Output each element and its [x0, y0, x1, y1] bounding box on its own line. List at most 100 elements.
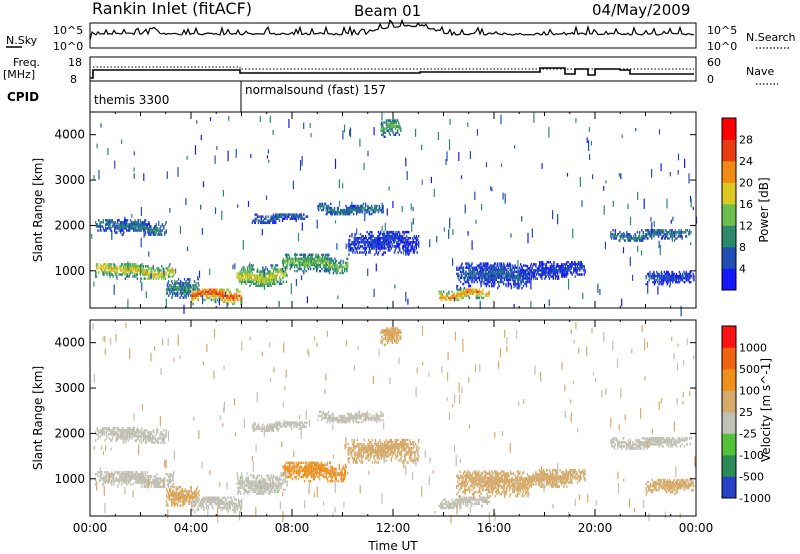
noise-cell — [272, 129, 274, 135]
data-cell — [153, 229, 155, 232]
noise-cell — [158, 220, 160, 227]
data-cell — [303, 261, 306, 265]
data-cell — [165, 267, 167, 270]
data-cell — [126, 479, 128, 482]
data-cell — [122, 471, 124, 474]
data-cell — [175, 282, 177, 285]
data-cell — [288, 213, 290, 216]
data-cell — [97, 265, 99, 268]
data-cell — [152, 265, 154, 268]
data-cell — [357, 245, 359, 248]
data-cell — [227, 294, 229, 298]
data-cell — [646, 237, 648, 240]
data-cell — [388, 123, 391, 126]
data-cell — [96, 429, 98, 432]
data-cell — [154, 273, 157, 276]
data-cell — [663, 231, 665, 234]
data-cell — [415, 235, 418, 238]
data-cell — [158, 269, 161, 272]
data-cell — [662, 283, 664, 286]
noise-cell — [373, 127, 375, 136]
data-cell — [157, 441, 159, 444]
data-cell — [460, 276, 463, 280]
noise-cell — [684, 158, 686, 168]
data-cell — [327, 267, 329, 271]
noise-cell — [460, 175, 463, 179]
data-cell — [272, 268, 275, 271]
data-cell — [107, 221, 110, 224]
data-cell — [523, 276, 525, 280]
data-cell — [672, 276, 675, 280]
data-cell — [302, 269, 304, 273]
data-cell — [263, 219, 265, 222]
data-cell — [104, 223, 107, 226]
noise-cell — [341, 269, 343, 274]
data-cell — [365, 210, 368, 214]
data-cell — [238, 294, 240, 298]
data-cell — [382, 131, 384, 134]
data-cell — [563, 267, 565, 270]
data-cell — [203, 292, 206, 296]
data-cell — [346, 208, 349, 212]
data-cell — [123, 269, 125, 272]
data-cell — [298, 267, 300, 271]
data-cell — [112, 225, 114, 228]
noise-cell — [232, 264, 234, 270]
noise-cell — [448, 229, 450, 239]
data-cell — [442, 294, 444, 298]
data-cell — [368, 245, 370, 248]
data-cell — [613, 233, 615, 236]
data-cell — [370, 208, 372, 212]
data-cell — [343, 212, 346, 216]
data-cell — [482, 264, 484, 267]
data-cell — [523, 269, 526, 272]
data-cell — [669, 274, 671, 278]
data-cell — [172, 275, 174, 278]
data-cell — [107, 471, 109, 474]
data-cell — [333, 267, 335, 271]
data-cell — [369, 230, 371, 234]
data-cell — [488, 274, 491, 278]
data-cell — [450, 296, 452, 300]
data-cell — [520, 269, 522, 272]
data-cell — [494, 264, 496, 267]
data-cell — [109, 267, 111, 270]
data-cell — [491, 284, 494, 288]
data-cell — [253, 278, 256, 281]
data-cell — [480, 296, 483, 300]
data-cell — [500, 276, 503, 280]
data-cell — [272, 282, 274, 286]
data-cell — [366, 230, 368, 234]
data-cell — [484, 262, 487, 265]
data-cell — [674, 274, 676, 278]
data-cell — [95, 263, 98, 266]
data-cell — [232, 296, 235, 300]
data-cell — [361, 208, 363, 212]
data-cell — [567, 265, 570, 268]
data-cell — [517, 280, 519, 284]
data-cell — [628, 239, 630, 242]
data-cell — [359, 206, 362, 210]
data-cell — [488, 272, 491, 276]
data-cell — [132, 225, 134, 228]
data-cell — [169, 290, 171, 293]
data-cell — [391, 127, 394, 130]
data-cell — [541, 265, 543, 268]
data-cell — [116, 477, 118, 480]
data-cell — [654, 281, 656, 284]
data-cell — [122, 233, 124, 236]
data-cell — [154, 229, 156, 232]
data-cell — [282, 269, 285, 273]
data-cell — [469, 274, 472, 278]
data-cell — [410, 247, 412, 250]
data-cell — [121, 431, 123, 434]
data-cell — [114, 473, 116, 476]
data-cell — [566, 271, 568, 274]
data-cell — [542, 273, 544, 276]
data-cell — [667, 272, 669, 276]
data-cell — [659, 231, 661, 234]
data-cell — [139, 435, 141, 438]
data-cell — [253, 268, 255, 271]
data-cell — [487, 292, 490, 296]
data-cell — [148, 275, 150, 278]
